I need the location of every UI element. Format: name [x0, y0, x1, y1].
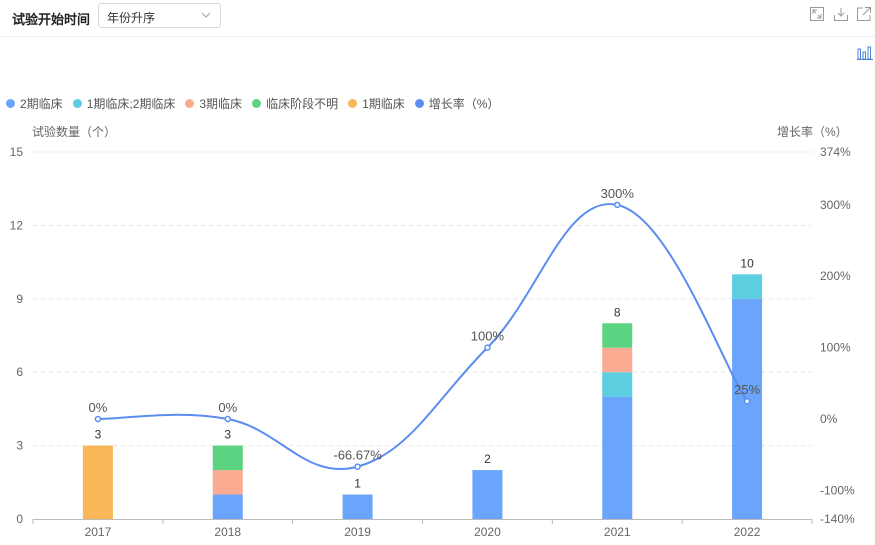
- y2-tick-label: 374%: [820, 145, 851, 159]
- legend-label: 增长率（%）: [428, 96, 500, 111]
- y-tick-label: 0: [16, 512, 23, 526]
- y2-tick-label: 200%: [820, 269, 851, 283]
- legend-label: 临床阶段不明: [266, 96, 339, 111]
- growth-rate-point: [354, 463, 361, 470]
- legend-item[interactable]: 1期临床: [348, 95, 405, 112]
- legend-item[interactable]: 临床阶段不明: [252, 95, 338, 112]
- legend-label: 1期临床: [362, 96, 405, 111]
- x-tick-label: 2018: [214, 525, 241, 539]
- y-axis-title: 试验数量（个）: [32, 125, 117, 139]
- bar-segment: [602, 347, 633, 373]
- sort-select[interactable]: 年份升序: [98, 3, 221, 28]
- bar-segment: [212, 470, 243, 495]
- x-tick-label: 2020: [474, 525, 501, 539]
- y2-tick-label: 0%: [820, 412, 838, 426]
- growth-rate-label: -66.67%: [333, 448, 382, 463]
- legend-marker: [348, 98, 358, 108]
- panel-title: 试验开始时间: [12, 12, 91, 27]
- chart-legend: 2期临床 1期临床;2期临床 3期临床 临床阶段不明 1期临床 增长率（%）: [6, 94, 509, 112]
- x-tick-label: 2022: [734, 525, 761, 539]
- y-tick-label: 15: [10, 145, 24, 159]
- legend-item[interactable]: 3期临床: [185, 95, 242, 112]
- bar-segment: [472, 470, 503, 519]
- growth-rate-label: 0%: [218, 400, 237, 415]
- growth-rate-line: [97, 203, 748, 470]
- y-tick-label: 6: [16, 365, 23, 379]
- download-icon[interactable]: [833, 6, 849, 22]
- bar-total-label: 1: [354, 477, 361, 491]
- y2-tick-label: -140%: [820, 512, 855, 526]
- bar-segment: [602, 323, 633, 348]
- bar-total-label: 3: [224, 428, 231, 442]
- growth-rate-label: 0%: [89, 400, 108, 415]
- legend-item[interactable]: 增长率（%）: [414, 95, 500, 112]
- legend-marker: [414, 98, 424, 108]
- growth-rate-label: 25%: [734, 382, 760, 397]
- growth-rate-point: [484, 344, 491, 351]
- y-tick-label: 12: [10, 218, 24, 232]
- legend-marker: [72, 98, 82, 108]
- bar-total-label: 8: [614, 305, 621, 319]
- legend-item[interactable]: 2期临床: [6, 95, 63, 112]
- bar-segment: [602, 372, 633, 397]
- bar-chart-icon[interactable]: [857, 45, 873, 61]
- bar-segment: [342, 494, 373, 519]
- y-tick-label: 9: [16, 292, 23, 306]
- growth-rate-point: [94, 415, 102, 423]
- growth-rate-point: [224, 415, 231, 423]
- legend-marker: [6, 98, 15, 108]
- external-link-icon[interactable]: [856, 6, 872, 22]
- bar-segment: [82, 445, 113, 519]
- bar-segment: [732, 274, 763, 299]
- legend-item[interactable]: 1期临床;2期临床: [72, 95, 176, 112]
- bar-total-label: 2: [484, 452, 491, 466]
- legend-label: 3期临床: [199, 96, 243, 111]
- legend-marker: [185, 98, 195, 108]
- sort-select-value: 年份升序: [107, 11, 156, 25]
- growth-rate-label: 100%: [471, 329, 505, 344]
- legend-marker: [252, 98, 262, 108]
- bar-segment: [602, 396, 633, 519]
- expand-icon[interactable]: [809, 6, 825, 22]
- y2-tick-label: 300%: [820, 198, 851, 212]
- chart-header: 试验开始时间 年份升序: [0, 0, 875, 37]
- x-tick-label: 2017: [85, 525, 112, 539]
- chevron-down-icon: [201, 12, 211, 18]
- bar-segment: [732, 298, 763, 519]
- growth-rate-label: 300%: [601, 186, 635, 201]
- legend-label: 1期临床;2期临床: [86, 96, 176, 111]
- legend-label: 2期临床: [20, 96, 63, 111]
- x-tick-label: 2019: [344, 525, 371, 539]
- bar-segment: [212, 445, 243, 471]
- x-tick-label: 2021: [604, 525, 631, 539]
- bar-segment: [212, 494, 243, 519]
- bar-total-label: 3: [95, 428, 102, 442]
- y2-tick-label: -100%: [820, 483, 855, 497]
- bar-total-label: 10: [740, 256, 754, 270]
- y2-tick-label: 100%: [820, 341, 851, 355]
- growth-rate-point: [743, 397, 751, 405]
- growth-rate-point: [614, 201, 621, 209]
- y2-axis-title: 增长率（%）: [777, 125, 848, 139]
- y-tick-label: 3: [16, 439, 23, 453]
